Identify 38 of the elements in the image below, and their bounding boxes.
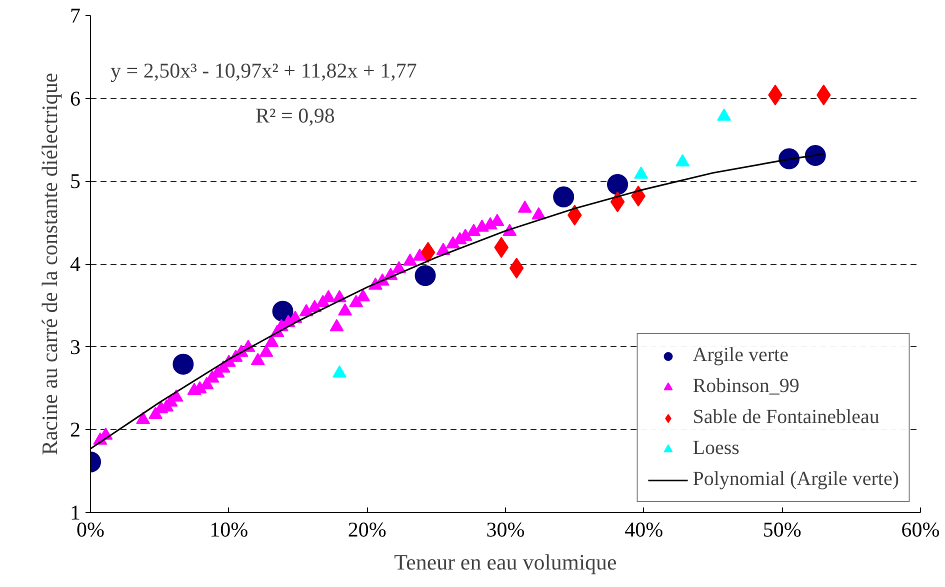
point [676,154,690,166]
point [403,254,418,266]
legend-label: Argile verte [692,344,788,367]
y-tick-label: 3 [70,334,80,359]
point [634,166,648,179]
x-tick-label: 20% [348,518,386,542]
y-tick-label: 2 [70,418,80,442]
point [259,344,274,357]
point [338,303,352,316]
point [717,108,732,121]
point [136,412,150,424]
annotation: y = 2,50x³ - 10,97x² + 11,82x + 1,77 [110,58,417,82]
legend-label: Loess [692,437,740,460]
legend-label: Sable de Fontainebleau [692,406,880,429]
x-tick-label: 60% [901,518,940,542]
y-tick-label: 4 [70,252,81,276]
legend-label: Robinson_99 [692,375,800,398]
x-tick-label: 0% [76,518,105,542]
y-tick-label: 6 [70,86,80,110]
y-axis-title: Racine au carré de la constante diélectrique [37,72,62,456]
point [264,334,279,347]
x-tick-label: 10% [210,518,248,542]
y-tick-label: 5 [70,169,80,194]
x-tick-label: 30% [486,518,525,542]
x-tick-label: 40% [624,518,664,542]
point [518,200,532,213]
point [330,318,344,332]
point [532,207,546,220]
x-tick-label: 50% [762,518,802,542]
point [250,352,265,366]
annotation: R² = 0,98 [256,104,335,128]
y-tick-label: 7 [70,4,80,28]
legend-label: Polynomial (Argile verte) [692,468,899,491]
x-axis-title: Teneur en eau volumique [394,550,617,574]
point [466,224,481,236]
point [332,365,346,378]
point [356,289,370,302]
point [412,248,427,261]
